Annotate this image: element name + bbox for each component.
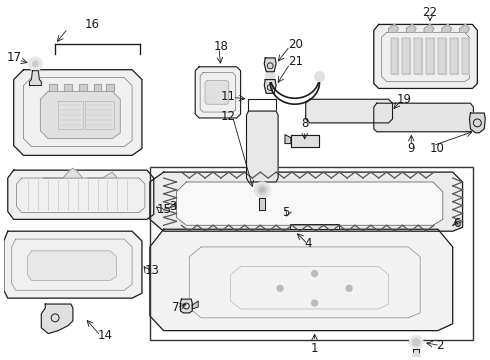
Text: 3: 3	[169, 200, 176, 213]
Polygon shape	[8, 170, 154, 219]
Polygon shape	[205, 81, 229, 104]
Polygon shape	[192, 301, 198, 309]
Polygon shape	[460, 24, 469, 32]
Circle shape	[412, 352, 420, 360]
Text: 17: 17	[6, 51, 22, 64]
Circle shape	[257, 185, 267, 195]
Polygon shape	[176, 182, 443, 225]
Polygon shape	[246, 111, 278, 182]
Polygon shape	[389, 24, 398, 32]
Text: 15: 15	[157, 203, 172, 216]
Text: 11: 11	[220, 90, 236, 103]
Polygon shape	[426, 38, 434, 74]
Circle shape	[346, 285, 352, 291]
Polygon shape	[374, 24, 477, 89]
Polygon shape	[290, 224, 339, 229]
Circle shape	[265, 72, 275, 82]
Polygon shape	[306, 99, 392, 123]
Polygon shape	[106, 84, 114, 91]
Polygon shape	[406, 24, 416, 32]
Polygon shape	[195, 67, 241, 118]
Polygon shape	[264, 80, 276, 93]
Text: 21: 21	[288, 55, 303, 68]
Polygon shape	[27, 251, 116, 280]
Circle shape	[28, 57, 42, 71]
Polygon shape	[88, 172, 117, 178]
Polygon shape	[413, 349, 419, 356]
Polygon shape	[14, 70, 142, 156]
Text: 19: 19	[396, 93, 412, 106]
Circle shape	[260, 188, 265, 192]
Text: 12: 12	[220, 109, 236, 122]
Text: 22: 22	[422, 6, 438, 19]
Circle shape	[32, 61, 38, 67]
Text: 20: 20	[288, 38, 303, 51]
Polygon shape	[469, 113, 485, 133]
Circle shape	[412, 338, 420, 346]
Circle shape	[312, 271, 318, 276]
Polygon shape	[40, 91, 120, 139]
Text: 4: 4	[305, 238, 312, 251]
Polygon shape	[462, 38, 469, 74]
Polygon shape	[414, 38, 422, 74]
Polygon shape	[180, 299, 192, 313]
Text: 16: 16	[85, 18, 100, 31]
Polygon shape	[264, 58, 276, 72]
Text: 14: 14	[98, 329, 113, 342]
Text: 5: 5	[283, 206, 290, 219]
Polygon shape	[150, 172, 463, 231]
Polygon shape	[4, 231, 142, 298]
Polygon shape	[41, 304, 73, 334]
Polygon shape	[391, 38, 398, 74]
Polygon shape	[29, 71, 41, 85]
Polygon shape	[49, 84, 57, 91]
Text: 8: 8	[301, 117, 308, 130]
Polygon shape	[259, 198, 265, 210]
Polygon shape	[438, 38, 446, 74]
Polygon shape	[64, 84, 72, 91]
Polygon shape	[424, 24, 434, 32]
Polygon shape	[43, 168, 83, 178]
Polygon shape	[442, 24, 452, 32]
Text: 7: 7	[172, 301, 179, 315]
Bar	[150, 167, 473, 339]
Text: 6: 6	[453, 217, 460, 230]
Circle shape	[409, 336, 423, 349]
Text: 9: 9	[408, 142, 415, 155]
Text: 13: 13	[145, 264, 160, 277]
Text: 10: 10	[430, 142, 445, 155]
Polygon shape	[79, 84, 87, 91]
Polygon shape	[94, 84, 101, 91]
Polygon shape	[291, 135, 318, 147]
Circle shape	[315, 72, 324, 82]
Polygon shape	[150, 229, 453, 330]
Text: 2: 2	[436, 339, 443, 352]
Polygon shape	[450, 38, 458, 74]
Circle shape	[254, 182, 270, 198]
Polygon shape	[402, 38, 410, 74]
Circle shape	[312, 300, 318, 306]
Text: 1: 1	[311, 342, 319, 355]
Polygon shape	[374, 103, 473, 132]
Text: 18: 18	[214, 40, 228, 53]
Circle shape	[277, 285, 283, 291]
Polygon shape	[285, 135, 291, 144]
